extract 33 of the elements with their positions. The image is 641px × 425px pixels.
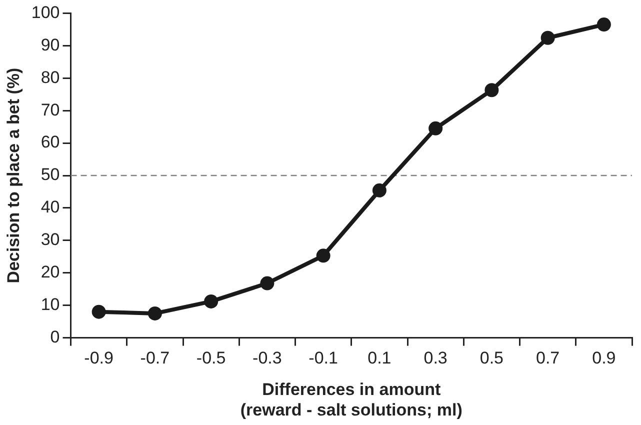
y-tick-label: 40 xyxy=(40,198,60,217)
point xyxy=(204,294,218,308)
point xyxy=(316,248,330,263)
y-axis-title: Decision to place a bet (%) xyxy=(4,68,23,284)
point xyxy=(372,183,386,198)
y-tick-label: 60 xyxy=(40,132,60,152)
y-tick-label: 80 xyxy=(40,68,60,87)
point xyxy=(148,306,162,320)
x-tick-label: 0.9 xyxy=(592,348,616,368)
point xyxy=(260,276,274,290)
y-tick-label: 20 xyxy=(40,262,60,282)
y-tick-label: 30 xyxy=(40,230,60,250)
y-tick-label: 90 xyxy=(40,35,60,54)
point xyxy=(92,304,106,319)
x-tick-label: -0.9 xyxy=(84,348,114,368)
x-tick-label: 0.3 xyxy=(424,348,448,368)
x-tick-label: -0.7 xyxy=(140,348,170,368)
x-tick-label: -0.3 xyxy=(252,348,282,368)
x-tick-label: 0.7 xyxy=(536,348,560,368)
y-tick-label: 70 xyxy=(40,100,60,120)
point xyxy=(540,30,555,45)
point xyxy=(596,18,611,32)
y-tick-label: 50 xyxy=(40,165,60,184)
y-tick-label: 100 xyxy=(31,2,60,22)
x-tick-label: 0.1 xyxy=(368,348,392,368)
x-tick-label: 0.5 xyxy=(480,348,504,368)
point xyxy=(428,121,443,136)
x-axis-title: Differences in amount (reward - salt solutions; ml) xyxy=(240,380,462,420)
x-tick-label: -0.1 xyxy=(308,348,338,368)
point xyxy=(484,83,499,98)
y-tick-label: 10 xyxy=(40,295,60,314)
y-tick-label: 0 xyxy=(50,327,60,346)
x-tick-label: -0.5 xyxy=(196,348,226,368)
